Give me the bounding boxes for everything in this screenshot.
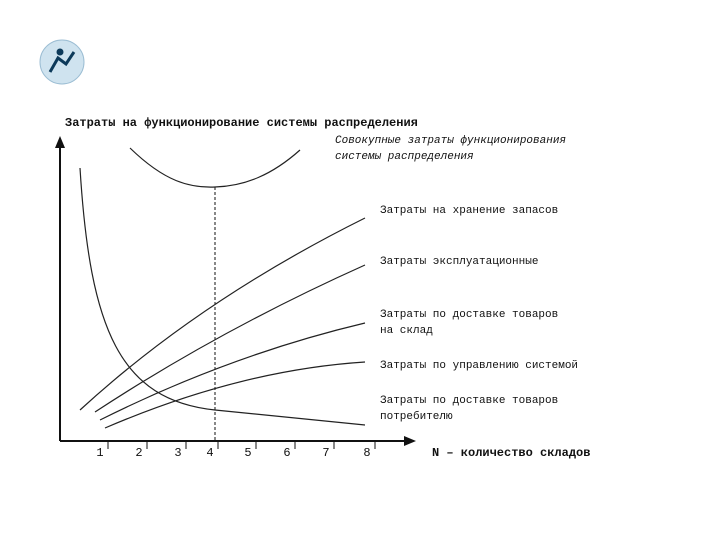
curves: [79, 147, 366, 429]
x-tick-label: 5: [244, 446, 251, 460]
curve-label: Затраты по доставке товаров: [380, 309, 558, 321]
x-tick-label: 4: [206, 446, 213, 460]
logo: [39, 39, 85, 85]
curve-label: Затраты эксплуатационные: [380, 256, 538, 268]
axes: [55, 136, 416, 446]
x-tick-label: 1: [96, 446, 103, 460]
x-tick-label: 7: [322, 446, 329, 460]
curve-label: потребителю: [380, 410, 453, 423]
curve-label: Совокупные затраты функционирования: [335, 134, 566, 147]
curve-label: системы распределения: [335, 151, 474, 163]
curve-label: Затраты по доставке товаров: [380, 395, 558, 407]
curve-label: Затраты по управлению системой: [380, 360, 578, 372]
x-tick-label: 3: [174, 446, 181, 460]
curve-label: Затраты на хранение запасов: [380, 205, 558, 217]
x-tick-label: 6: [283, 446, 290, 460]
x-tick-label: 8: [363, 446, 370, 460]
chart-title: Затраты на функционирование системы расп…: [65, 116, 418, 130]
x-tick-label: 2: [135, 446, 142, 460]
curve-label: на склад: [380, 325, 433, 337]
x-axis-label: N – количество складов: [432, 446, 590, 460]
